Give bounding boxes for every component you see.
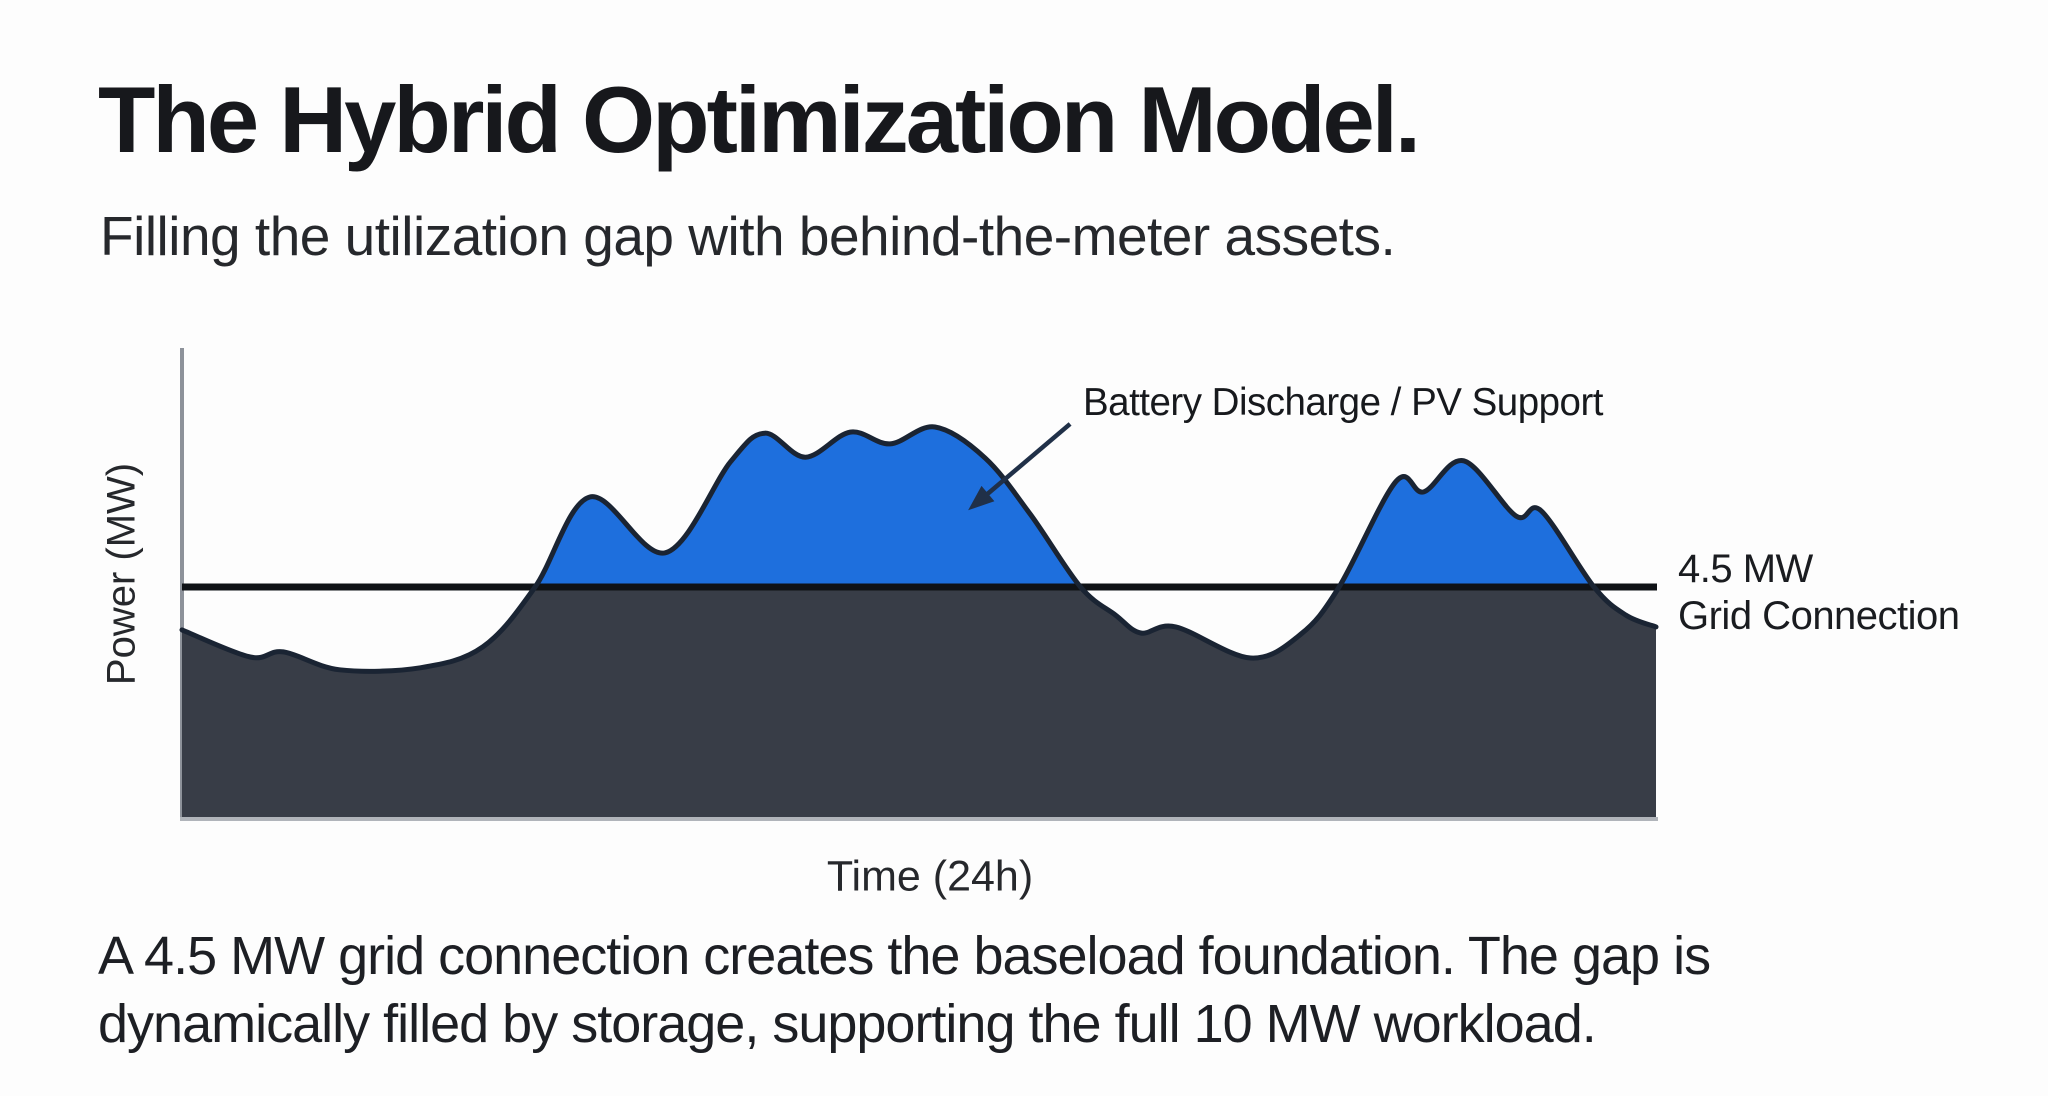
grid-connection-label-line2: Grid Connection <box>1678 594 1960 639</box>
page-title: The Hybrid Optimization Model. <box>98 67 1421 172</box>
caption: A 4.5 MW grid connection creates the bas… <box>98 922 1711 1058</box>
page-subtitle: Filling the utilization gap with behind-… <box>100 205 1396 267</box>
annotation-arrow <box>983 422 1072 498</box>
baseload-area <box>182 587 1656 817</box>
grid-connection-label: 4.5 MW Grid Connection <box>1678 546 1960 640</box>
grid-connection-label-line1: 4.5 MW <box>1678 547 1813 591</box>
caption-line-1: A 4.5 MW grid connection creates the bas… <box>98 926 1711 986</box>
x-axis-label: Time (24h) <box>826 852 1034 901</box>
annotation-label: Battery Discharge / PV Support <box>1083 381 1603 424</box>
caption-line-2: dynamically filled by storage, supportin… <box>98 994 1597 1055</box>
annotation-arrowhead-icon <box>968 485 995 511</box>
y-axis-label: Power (MW) <box>99 462 144 686</box>
